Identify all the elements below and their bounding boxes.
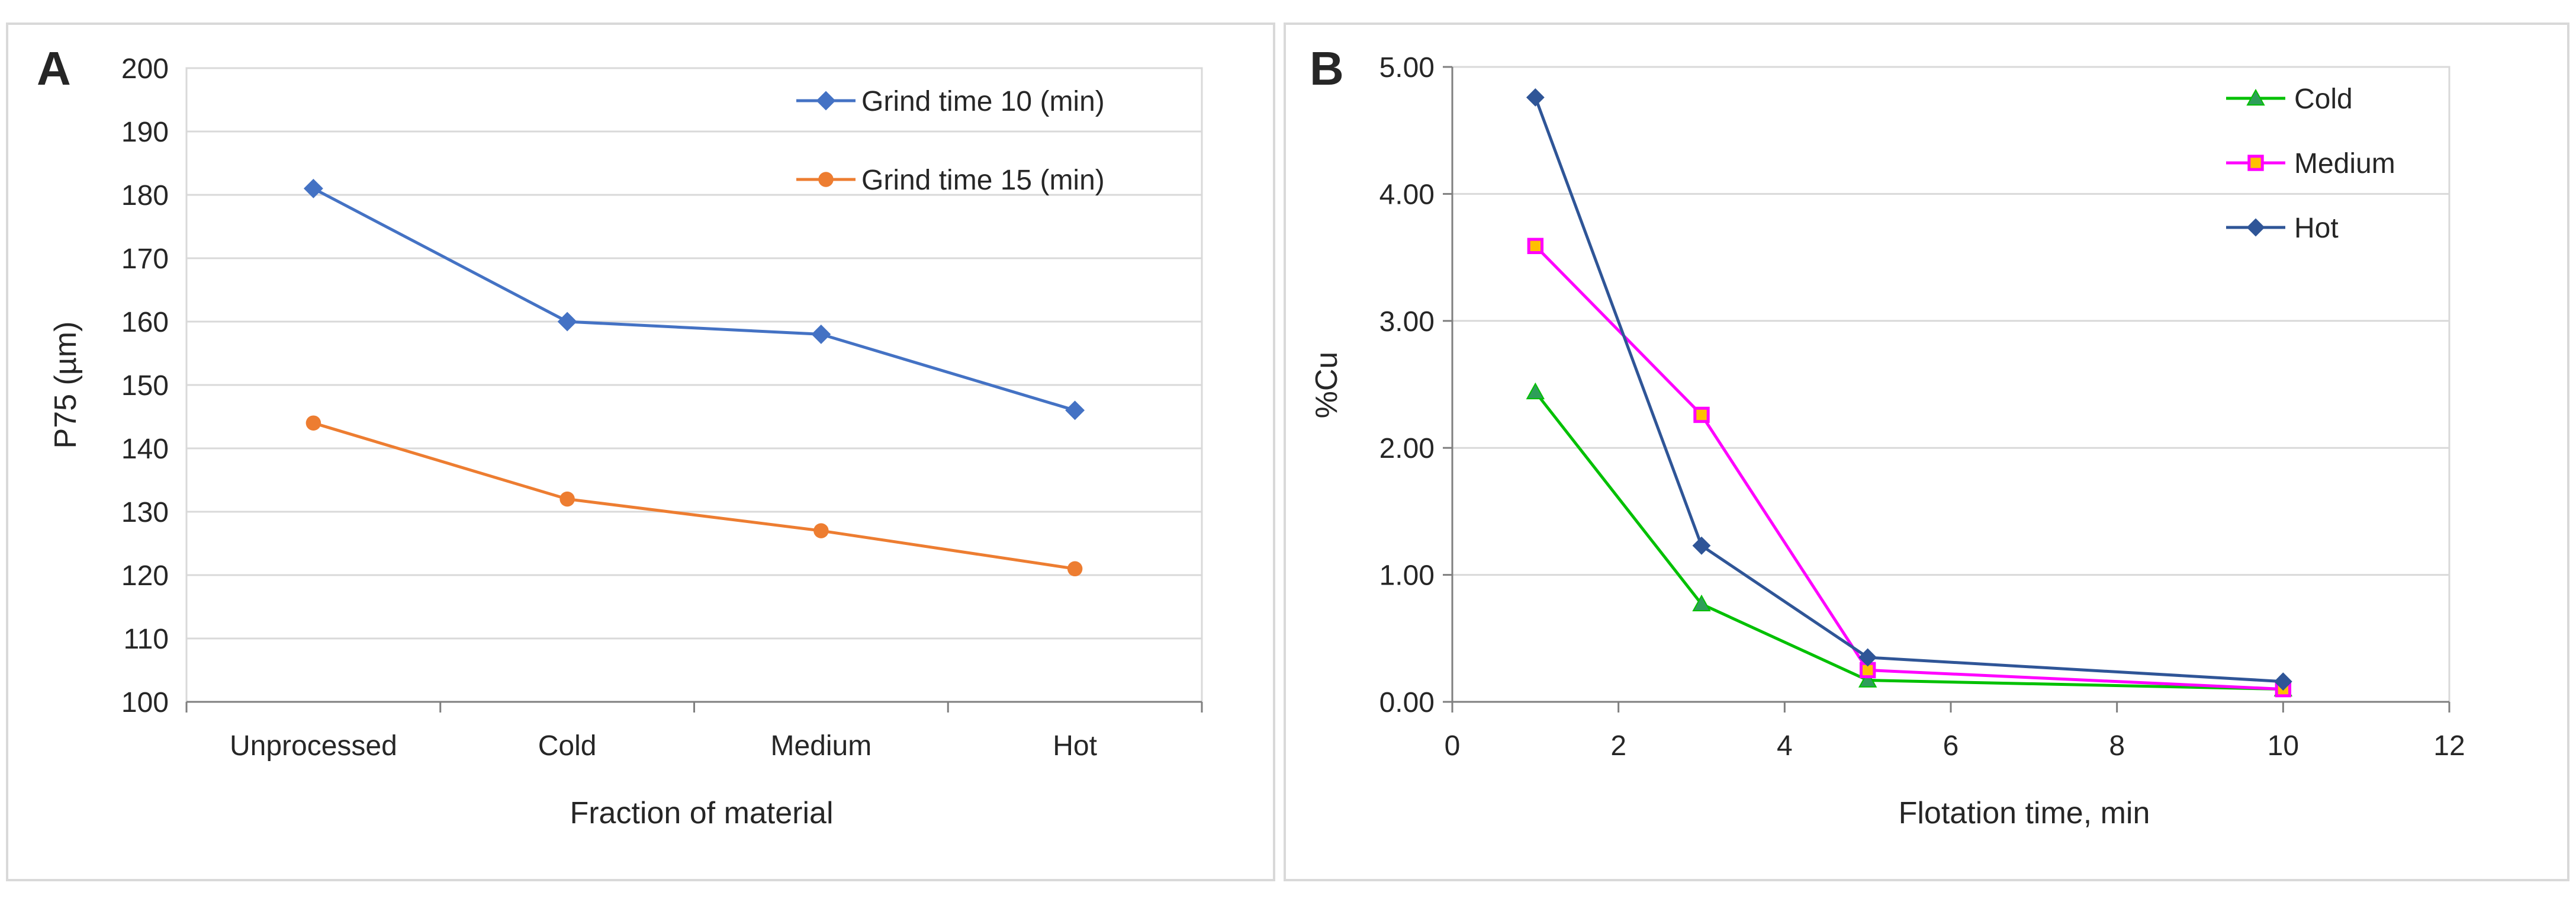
panel-b-y-tick-label: 1.00 xyxy=(1379,560,1435,592)
panel-b-frame xyxy=(1284,23,2569,881)
panel-b-y-tick-label: 3.00 xyxy=(1379,306,1435,338)
panel-b-data-point xyxy=(1858,670,1877,688)
panel-a-axes xyxy=(185,701,1203,713)
panel-a-data-point xyxy=(557,312,577,332)
panel-b-x-tick-label: 6 xyxy=(1943,730,1959,762)
panel-b-legend-label: Cold xyxy=(2294,84,2353,115)
panel-a-x-axis-title: Fraction of material xyxy=(570,796,833,830)
panel-a-y-tick-label: 100 xyxy=(121,687,169,718)
panel-a-y-tick-label: 190 xyxy=(121,117,169,148)
panel-b-x-tick-label: 4 xyxy=(1777,730,1793,762)
panel-b-x-tick-label: 12 xyxy=(2433,730,2465,762)
panel-a-y-tick-label: 130 xyxy=(121,497,169,528)
panel-a-y-tick-label: 180 xyxy=(121,180,169,211)
panel-b-y-tick-label: 5.00 xyxy=(1379,52,1435,84)
panel-a-y-tick-label: 170 xyxy=(121,243,169,275)
panel-a-tick-labels: 100 110 120 130 140 150 160 170 180 190 200 Unproce… xyxy=(121,53,1097,762)
panel-b-series-line xyxy=(1533,97,2284,683)
panel-a-series-line xyxy=(313,421,1075,570)
panel-a-x-tick-label: Unprocessed xyxy=(230,730,397,762)
panel-b-y-tick-label: 4.00 xyxy=(1379,179,1435,210)
panel-a-data-point xyxy=(813,523,829,538)
panel-b-y-tick-label: 0.00 xyxy=(1379,687,1435,718)
panel-b-x-axis-title: Flotation time, min xyxy=(1899,796,2150,830)
panel-b-legend-marker xyxy=(2246,218,2265,237)
panel-b-tick-labels: 0.00 1.00 2.00 3.00 4.00 5.00 0 2 4 6 8 10 12 xyxy=(1379,52,2465,762)
panel-b-x-tick-label: 10 xyxy=(2268,730,2299,762)
panel-b-series xyxy=(1526,88,2293,698)
panel-a-y-tick-label: 140 xyxy=(121,434,169,465)
panel-b-data-point xyxy=(1526,88,1545,107)
panel-b-data-point xyxy=(1858,648,1877,667)
panel-a-y-tick-label: 150 xyxy=(121,370,169,402)
panel-b-series-line xyxy=(1534,245,2284,691)
panel-a-legend-marker xyxy=(816,91,836,111)
panel-a-legend-label: Grind time 10 (min) xyxy=(861,86,1105,117)
panel-b-data-point xyxy=(1693,406,1710,423)
panel-a-frame xyxy=(6,23,1275,881)
panel-a-label: A xyxy=(37,42,71,95)
panel-b-label: B xyxy=(1310,42,1344,95)
panel-a-y-tick-label: 160 xyxy=(121,307,169,338)
panel-b-legend-label: Hot xyxy=(2294,213,2339,244)
panel-b-data-point xyxy=(2273,672,2292,691)
panel-a-x-tick-label: Medium xyxy=(771,730,872,762)
panel-a-x-tick-label: Cold xyxy=(538,730,597,762)
panel-b-legend-marker xyxy=(2247,155,2264,171)
panel-b-data-point xyxy=(1527,238,1544,255)
panel-a-data-point xyxy=(1065,400,1085,421)
panel-a-legend: Grind time 10 (min) Grind time 15 (min) xyxy=(796,86,1105,196)
panel-a-y-tick-label: 110 xyxy=(123,624,169,655)
panel-a-data-point xyxy=(1067,561,1083,577)
panel-a-series xyxy=(303,178,1085,577)
panel-a-legend-marker xyxy=(818,172,834,187)
panel-a-y-axis-title: P75 (µm) xyxy=(49,322,83,449)
panel-a-x-tick-label: Hot xyxy=(1053,730,1097,762)
panel-a-series-line xyxy=(313,187,1076,412)
panel-a-y-tick-label: 120 xyxy=(121,560,169,592)
panel-b-data-point xyxy=(1692,594,1711,612)
panel-b-legend-label: Medium xyxy=(2294,148,2395,179)
panel-a-data-point xyxy=(559,491,575,507)
panel-b-x-tick-label: 8 xyxy=(2109,730,2125,762)
panel-b-data-point xyxy=(1526,382,1545,400)
panel-a-gridlines xyxy=(185,67,1203,703)
panel-b-legend-marker xyxy=(2246,88,2265,106)
panel-b-data-point xyxy=(1692,536,1711,555)
panel-b-axes xyxy=(1443,66,2450,713)
panel-a-data-point xyxy=(811,324,831,344)
panel-b-legend: Cold Medium Hot xyxy=(2226,84,2395,244)
panel-a-data-point xyxy=(305,415,321,431)
panel-a-legend-label: Grind time 15 (min) xyxy=(861,165,1105,196)
panel-a-y-tick-label: 200 xyxy=(121,53,169,85)
panel-b-x-tick-label: 0 xyxy=(1445,730,1461,762)
panel-a-data-point xyxy=(303,178,323,198)
panel-b-y-tick-label: 2.00 xyxy=(1379,433,1435,464)
panel-b-y-axis-title: %Cu xyxy=(1310,352,1344,419)
panel-b-x-tick-label: 2 xyxy=(1610,730,1626,762)
panel-b-series-line xyxy=(1534,391,2284,691)
